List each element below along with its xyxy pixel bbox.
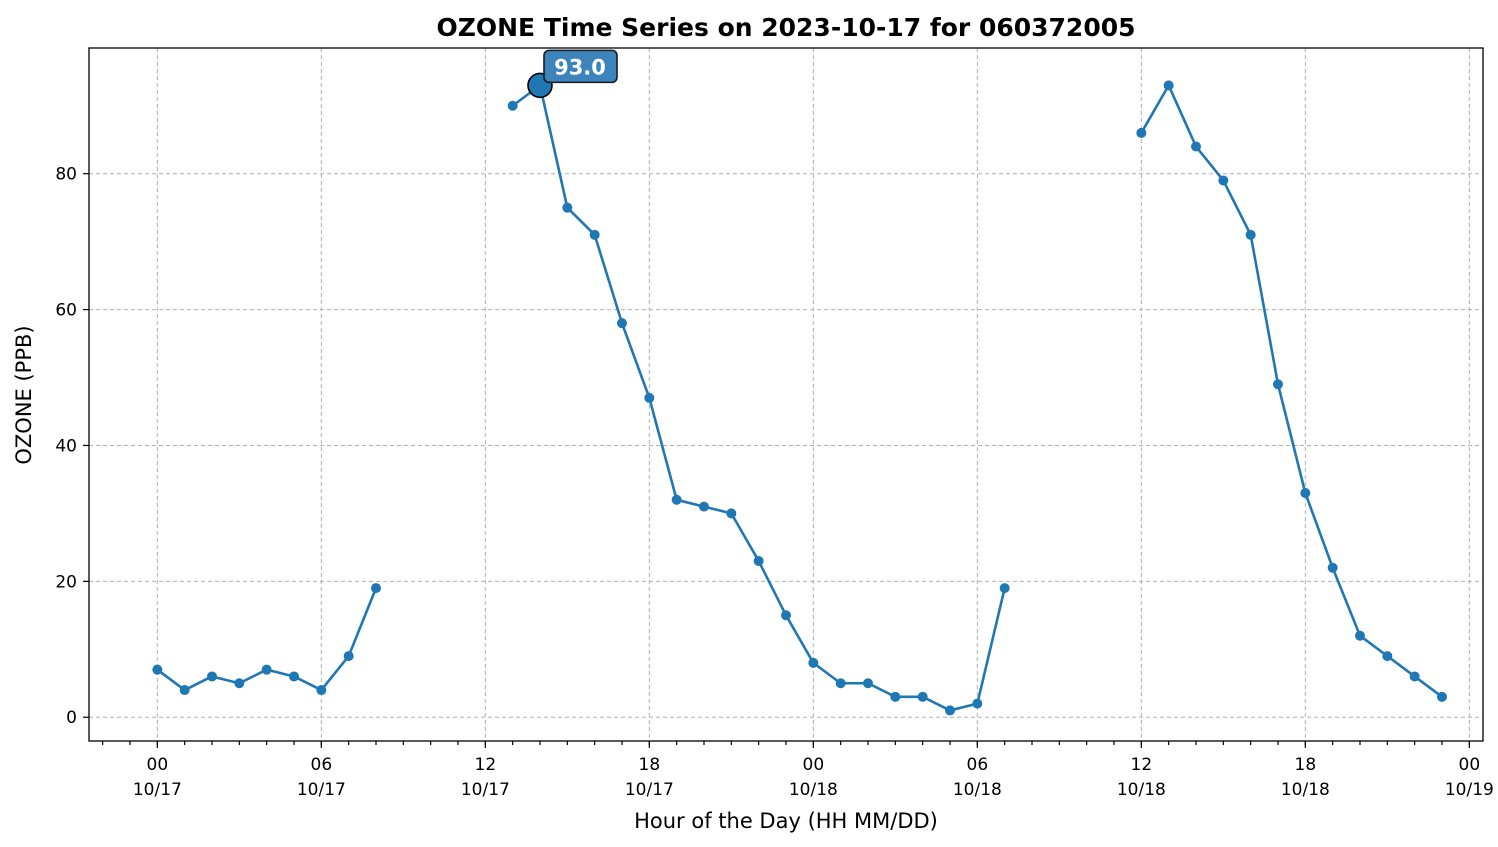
chart-title: OZONE Time Series on 2023-10-17 for 0603… [437, 13, 1136, 42]
x-tick-label-hour: 12 [1131, 755, 1153, 775]
data-point [1245, 229, 1256, 240]
x-tick-label-date: 10/17 [461, 780, 510, 800]
x-tick-label-date: 10/18 [789, 780, 838, 800]
grid-lines [89, 48, 1483, 741]
data-point [1327, 562, 1338, 573]
data-point [1136, 127, 1147, 138]
x-tick-label-date: 10/17 [625, 780, 674, 800]
data-point [617, 318, 627, 329]
data-point [1409, 671, 1420, 682]
x-tick-label-date: 10/17 [133, 780, 182, 800]
peak-annotation: 93.0 [527, 49, 618, 99]
data-point [261, 664, 272, 675]
series-group [152, 80, 1447, 716]
data-point [1218, 175, 1229, 186]
x-tick-label-date: 10/18 [1117, 780, 1166, 800]
x-tick-label-hour: 00 [147, 755, 169, 775]
x-tick-label-date: 10/18 [953, 780, 1002, 800]
x-tick-label-date: 10/19 [1445, 780, 1494, 800]
data-point [1437, 691, 1447, 702]
data-point [1355, 630, 1365, 641]
data-point [753, 555, 764, 566]
data-point [808, 657, 819, 668]
data-point [207, 671, 217, 682]
x-tick-label-hour: 18 [1295, 755, 1317, 775]
axis-ticks: 0 20 40 60 80 00 10/17 06 10/17 12 10/17 18 10/17 00 1… [55, 165, 1493, 800]
data-point [589, 229, 600, 240]
plot-area-frame [88, 47, 1484, 742]
data-point [316, 685, 327, 696]
y-tick-label: 20 [55, 572, 77, 592]
x-tick-label-hour: 06 [311, 755, 333, 775]
data-point [1382, 651, 1393, 662]
data-point [1191, 141, 1201, 152]
x-tick-label-date: 10/17 [297, 780, 346, 800]
data-point [507, 100, 518, 111]
data-point [179, 685, 190, 696]
data-point [671, 494, 682, 505]
data-point [289, 671, 299, 682]
x-tick-label-hour: 06 [967, 755, 989, 775]
series-line-segment [511, 84, 1006, 712]
data-point [945, 705, 955, 716]
y-tick-label: 40 [55, 436, 77, 456]
y-axis-label: OZONE (PPB) [12, 325, 36, 464]
data-point [371, 583, 381, 594]
data-point [917, 691, 928, 702]
data-point [999, 583, 1010, 594]
data-point [699, 501, 709, 512]
x-tick-label-hour: 12 [475, 755, 497, 775]
data-point [152, 664, 163, 675]
annotation-label: 93.0 [554, 55, 606, 79]
x-tick-label-date: 10/18 [1281, 780, 1330, 800]
x-tick-label-hour: 00 [803, 755, 825, 775]
data-point [343, 651, 354, 662]
data-point [726, 508, 737, 519]
data-point [972, 698, 983, 709]
x-tick-label-hour: 18 [639, 755, 661, 775]
y-tick-label: 0 [66, 708, 77, 728]
data-point [835, 678, 846, 689]
data-point [890, 691, 901, 702]
data-point [781, 610, 791, 621]
x-tick-label-hour: 00 [1459, 755, 1481, 775]
series-line-segment [1140, 84, 1443, 698]
x-axis-label: Hour of the Day (HH MM/DD) [634, 809, 938, 833]
data-point [562, 202, 573, 213]
data-point [1163, 80, 1174, 91]
annotation-box [543, 49, 618, 84]
y-tick-label: 80 [55, 165, 77, 185]
y-tick-label: 60 [55, 301, 77, 321]
data-point [644, 392, 655, 403]
data-point [1300, 488, 1311, 499]
series-line-segment [156, 587, 378, 692]
data-point [1273, 379, 1283, 390]
data-point [863, 678, 873, 689]
data-point [234, 678, 245, 689]
